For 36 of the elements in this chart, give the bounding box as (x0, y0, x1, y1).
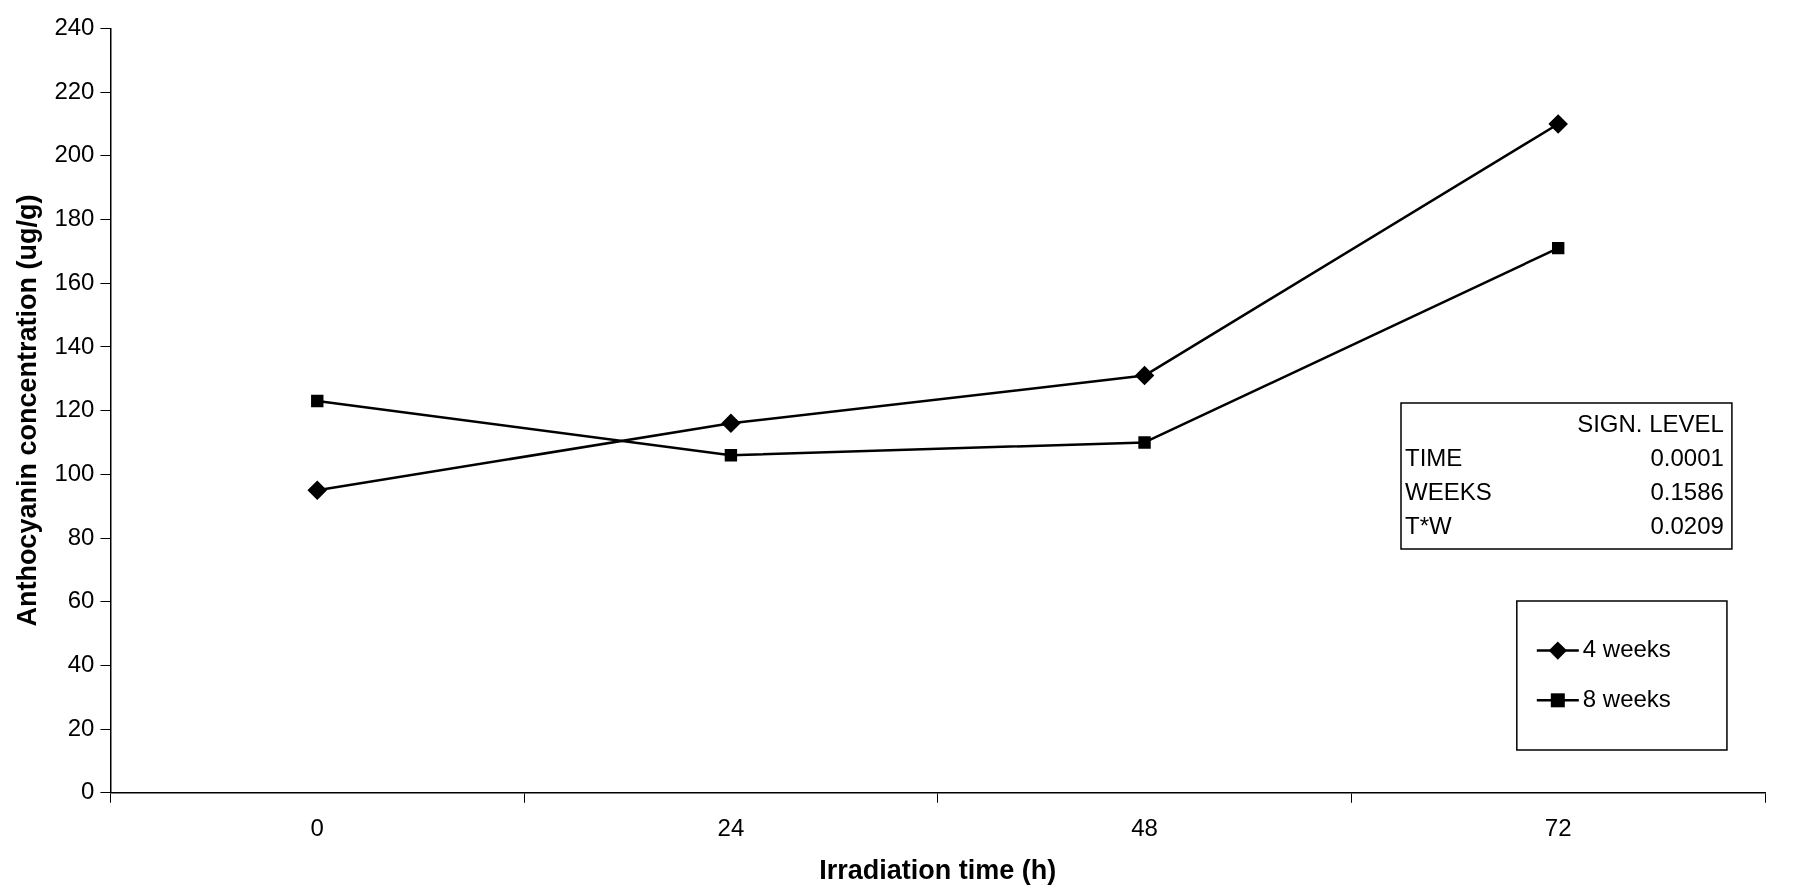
annotation: T*W (1405, 511, 1452, 539)
y-tick-label: 240 (54, 13, 95, 41)
point (1548, 114, 1568, 134)
legend-label: 8 weeks (1582, 684, 1671, 712)
x-tick-label: 72 (1544, 813, 1572, 841)
y-tick-label: 160 (54, 267, 95, 295)
legend-label: 4 weeks (1582, 635, 1671, 663)
y-tick-label: 0 (81, 777, 95, 805)
annotation: 0.1586 (1650, 477, 1724, 505)
y-tick-label: 80 (67, 522, 95, 550)
point (1138, 436, 1151, 449)
x-tick-label: 24 (717, 813, 745, 841)
y-tick-label: 140 (54, 331, 95, 359)
y-tick-label: 60 (67, 586, 95, 614)
y-tick-label: 120 (54, 395, 95, 423)
y-tick-label: 220 (54, 76, 95, 104)
annotation: SIGN. LEVEL (1577, 409, 1724, 437)
y-tick-label: 100 (54, 458, 95, 486)
annotation: WEEKS (1405, 477, 1492, 505)
y-tick-label: 200 (54, 140, 95, 168)
annotation: 0.0209 (1650, 511, 1724, 539)
annotation: 0.0001 (1650, 443, 1724, 471)
x-tick-label: 0 (310, 813, 324, 841)
annotation: TIME (1405, 443, 1463, 471)
point (721, 414, 741, 433)
y-tick-label: 180 (54, 204, 95, 232)
point (308, 480, 327, 500)
point (724, 448, 738, 462)
point (1551, 241, 1565, 255)
x-tick-label: 48 (1131, 813, 1158, 841)
point (1135, 366, 1154, 385)
x-axis-title: Irradiation time (h) (819, 855, 1057, 886)
y-tick-label: 40 (67, 650, 95, 678)
y-axis-title: Anthocyanin concentration (ug/g) (11, 194, 42, 627)
point (311, 394, 324, 408)
y-tick-label: 20 (67, 713, 95, 741)
